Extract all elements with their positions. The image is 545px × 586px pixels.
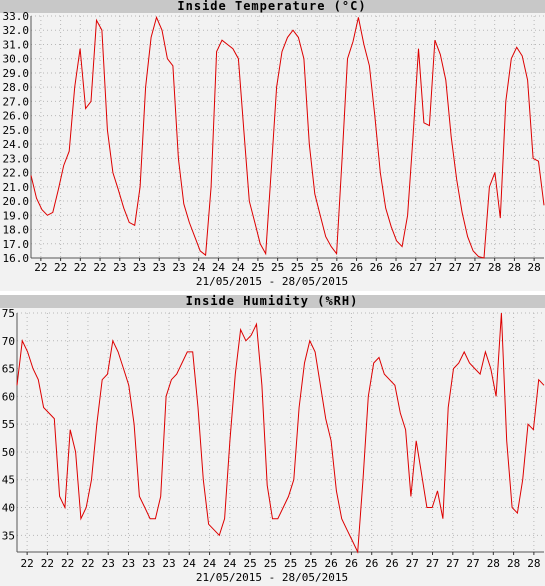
humidity-y-tick-label: 35 xyxy=(2,529,15,542)
temperature-y-tick-label: 23.0 xyxy=(3,152,30,165)
temperature-title-bar xyxy=(0,0,545,13)
humidity-panel-bg xyxy=(0,308,545,586)
humidity-x-tick-label: 25 xyxy=(304,557,317,570)
humidity-x-tick-label: 27 xyxy=(466,557,479,570)
temperature-x-tick-label: 26 xyxy=(330,261,343,274)
humidity-chart: Inside Humidity (%RH) 35 40 45 50 55 60 65 70 75… xyxy=(0,294,545,586)
temperature-y-tick-label: 28.0 xyxy=(3,81,30,94)
humidity-y-tick-label: 75 xyxy=(2,307,15,320)
temperature-x-tick-label: 24 xyxy=(192,261,206,274)
temperature-x-tick-label: 23 xyxy=(113,261,126,274)
humidity-x-tick-label: 26 xyxy=(385,557,398,570)
humidity-x-tick-label: 25 xyxy=(264,557,277,570)
temperature-x-tick-label: 24 xyxy=(232,261,246,274)
humidity-x-tick-label: 28 xyxy=(507,557,520,570)
humidity-x-tick-label: 26 xyxy=(325,557,338,570)
humidity-x-tick-label: 27 xyxy=(446,557,459,570)
temperature-x-tick-label: 26 xyxy=(370,261,383,274)
temperature-y-tick-label: 32.0 xyxy=(3,24,30,37)
temperature-x-tick-label: 22 xyxy=(74,261,87,274)
humidity-x-tick-label: 28 xyxy=(487,557,500,570)
humidity-x-tick-label: 22 xyxy=(21,557,34,570)
temperature-y-tick-label: 31.0 xyxy=(3,38,30,51)
humidity-y-tick-label: 60 xyxy=(2,390,15,403)
humidity-x-tick-label: 23 xyxy=(142,557,155,570)
humidity-y-tick-label: 40 xyxy=(2,502,15,515)
humidity-x-tick-label: 25 xyxy=(284,557,297,570)
temperature-x-tick-label: 23 xyxy=(153,261,166,274)
humidity-y-tick-label: 65 xyxy=(2,363,15,376)
temperature-x-tick-label: 25 xyxy=(291,261,304,274)
humidity-y-axis: 35 40 45 50 55 60 65 70 75 xyxy=(2,307,15,542)
humidity-grid xyxy=(16,312,544,553)
humidity-x-tick-label: 23 xyxy=(102,557,115,570)
temperature-x-tick-label: 28 xyxy=(488,261,501,274)
temperature-y-tick-label: 22.0 xyxy=(3,167,30,180)
humidity-x-tick-label: 27 xyxy=(426,557,439,570)
humidity-series-line xyxy=(16,312,545,554)
humidity-x-tick-label: 27 xyxy=(406,557,419,570)
temperature-x-tick-label: 25 xyxy=(271,261,284,274)
temperature-x-tick-label: 28 xyxy=(508,261,521,274)
temperature-x-tick-label: 26 xyxy=(389,261,402,274)
temperature-x-tick-label: 23 xyxy=(172,261,185,274)
temperature-y-tick-label: 21.0 xyxy=(3,181,30,194)
temperature-grid xyxy=(30,15,544,259)
temperature-y-tick-label: 33.0 xyxy=(3,10,30,23)
temperature-y-axis: 16.017.018.0 19.020.021.022.0 23.024.025.0… xyxy=(3,10,30,265)
temperature-y-tick-label: 19.0 xyxy=(3,209,30,222)
humidity-x-tick-label: 28 xyxy=(527,557,540,570)
humidity-x-tick-label: 26 xyxy=(345,557,358,570)
humidity-x-tick-label: 23 xyxy=(162,557,175,570)
temperature-x-tick-label: 23 xyxy=(133,261,146,274)
temperature-x-tick-label: 22 xyxy=(93,261,106,274)
temperature-x-tick-label: 22 xyxy=(34,261,47,274)
temperature-y-tick-label: 20.0 xyxy=(3,195,30,208)
temperature-x-tick-label: 27 xyxy=(468,261,481,274)
temperature-x-tick-label: 27 xyxy=(429,261,442,274)
humidity-y-tick-label: 70 xyxy=(2,335,15,348)
temperature-x-tick-label: 26 xyxy=(350,261,363,274)
temperature-y-tick-label: 30.0 xyxy=(3,53,30,66)
temperature-y-tick-label: 17.0 xyxy=(3,238,30,251)
temperature-series-line xyxy=(30,15,545,259)
humidity-chart-title: Inside Humidity (%RH) xyxy=(186,294,359,308)
humidity-x-tick-label: 22 xyxy=(81,557,94,570)
temperature-y-tick-label: 29.0 xyxy=(3,67,30,80)
temperature-x-tick-label: 25 xyxy=(310,261,323,274)
temperature-chart: Inside Temperature (°C) 16.017.018.0 19.0… xyxy=(0,0,545,291)
temperature-x-tick-label: 24 xyxy=(212,261,226,274)
humidity-x-tick-label: 22 xyxy=(41,557,54,570)
humidity-x-tick-label: 26 xyxy=(365,557,378,570)
temperature-x-tick-label: 27 xyxy=(449,261,462,274)
humidity-y-tick-label: 50 xyxy=(2,446,15,459)
humidity-y-tick-label: 45 xyxy=(2,474,15,487)
temperature-y-tick-label: 24.0 xyxy=(3,138,30,151)
temperature-x-tick-label: 28 xyxy=(528,261,541,274)
humidity-y-tick-label: 55 xyxy=(2,418,15,431)
temperature-date-range: 21/05/2015 - 28/05/2015 xyxy=(196,275,348,288)
humidity-x-tick-label: 25 xyxy=(243,557,256,570)
temperature-y-tick-label: 26.0 xyxy=(3,110,30,123)
humidity-date-range: 21/05/2015 - 28/05/2015 xyxy=(196,571,348,584)
humidity-x-tick-label: 22 xyxy=(61,557,74,570)
humidity-x-tick-label: 24 xyxy=(203,557,217,570)
humidity-x-axis: 22 22 22 22 23 23 23 23 24 24 24 25 25 25 25 26 26 26 26 27… xyxy=(21,552,540,570)
temperature-y-tick-label: 18.0 xyxy=(3,224,30,237)
temperature-y-tick-label: 16.0 xyxy=(3,252,30,265)
humidity-title-bar xyxy=(0,295,545,308)
humidity-x-tick-label: 24 xyxy=(223,557,237,570)
temperature-y-tick-label: 25.0 xyxy=(3,124,30,137)
temperature-chart-title: Inside Temperature (°C) xyxy=(177,0,366,13)
panel-divider xyxy=(0,291,545,295)
temperature-x-axis: 22 22 22 22 23 23 23 23 24 24 24 25 25 25 25 26 26 26 26 27… xyxy=(34,258,541,274)
humidity-x-tick-label: 23 xyxy=(122,557,135,570)
temperature-y-tick-label: 27.0 xyxy=(3,95,30,108)
temperature-x-tick-label: 27 xyxy=(409,261,422,274)
temperature-x-tick-label: 25 xyxy=(251,261,264,274)
humidity-x-tick-label: 24 xyxy=(183,557,197,570)
temperature-x-tick-label: 22 xyxy=(54,261,67,274)
